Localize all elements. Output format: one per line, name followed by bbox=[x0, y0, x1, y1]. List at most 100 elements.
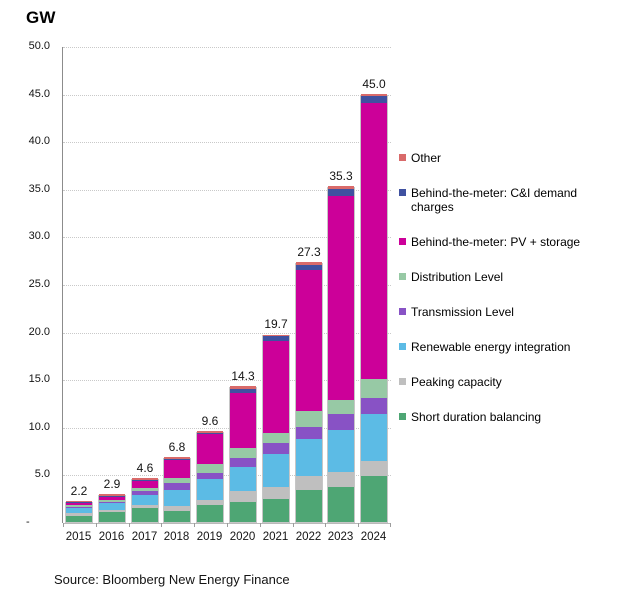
gridline-10 bbox=[63, 427, 391, 429]
segment-transmission-level bbox=[132, 490, 158, 496]
bar-total-label: 9.6 bbox=[201, 413, 219, 428]
segment-distribution-level bbox=[66, 504, 92, 507]
legend-label: Transmission Level bbox=[411, 305, 514, 319]
x-tick bbox=[129, 523, 130, 527]
legend-item-behind-the-meter-c-i-demand-charges: Behind-the-meter: C&I demand charges bbox=[399, 186, 614, 214]
gridline-35 bbox=[63, 189, 391, 191]
x-tick bbox=[96, 523, 97, 527]
bar-2018 bbox=[163, 457, 191, 523]
segment-distribution-level bbox=[99, 500, 125, 503]
x-axis: 2015 2016 2017 2018 2019 2020 2021 2022 2023 2024 bbox=[62, 531, 390, 547]
segment-other bbox=[66, 501, 92, 503]
segment-peaking-capacity bbox=[197, 500, 223, 505]
segment-renewable-energy-integration bbox=[361, 413, 387, 462]
legend-label: Behind-the-meter: C&I demand charges bbox=[411, 186, 578, 214]
y-tick-label: 15.0 bbox=[28, 373, 50, 386]
segment-other bbox=[132, 478, 158, 481]
y-tick-label: 50.0 bbox=[28, 40, 50, 52]
segment-behind-the-meter-pv-storage bbox=[132, 481, 158, 488]
segment-peaking-capacity bbox=[99, 509, 125, 513]
x-tick bbox=[358, 523, 359, 527]
bar-2020 bbox=[229, 385, 257, 523]
bar-2015 bbox=[65, 501, 93, 523]
legend-item-behind-the-meter-pv-storage: Behind-the-meter: PV + storage bbox=[399, 235, 614, 249]
segment-renewable-energy-integration bbox=[132, 495, 158, 505]
segment-distribution-level bbox=[263, 432, 289, 443]
segment-short-duration-balancing bbox=[361, 476, 387, 522]
gridline-25 bbox=[63, 285, 391, 286]
legend-swatch-icon bbox=[399, 154, 406, 161]
segment-distribution-level bbox=[132, 487, 158, 491]
segment-behind-the-meter-pv-storage bbox=[99, 496, 125, 501]
y-tick-zero: - bbox=[26, 516, 30, 528]
segment-peaking-capacity bbox=[328, 471, 354, 487]
legend-swatch-icon bbox=[399, 343, 406, 350]
legend-label: Peaking capacity bbox=[411, 375, 502, 389]
gridline-5 bbox=[63, 475, 391, 477]
bar-2024 bbox=[360, 93, 388, 523]
bar-2021 bbox=[262, 334, 290, 523]
x-tick bbox=[194, 523, 195, 527]
x-tick bbox=[227, 523, 228, 527]
segment-short-duration-balancing bbox=[230, 502, 256, 522]
segment-peaking-capacity bbox=[66, 513, 92, 517]
segment-behind-the-meter-pv-storage bbox=[361, 103, 387, 380]
segment-transmission-level bbox=[230, 458, 256, 467]
legend-item-peaking-capacity: Peaking capacity bbox=[399, 375, 614, 389]
legend-item-transmission-level: Transmission Level bbox=[399, 305, 614, 319]
segment-peaking-capacity bbox=[132, 504, 158, 508]
segment-transmission-level bbox=[99, 502, 125, 503]
x-tick bbox=[390, 523, 391, 527]
x-category-label: 2021 bbox=[262, 531, 289, 543]
segment-behind-the-meter-pv-storage bbox=[66, 502, 92, 505]
legend-label: Renewable energy integration bbox=[411, 340, 571, 354]
source-note: Source: Bloomberg New Energy Finance bbox=[54, 572, 290, 587]
segment-other bbox=[361, 93, 387, 96]
segment-short-duration-balancing bbox=[99, 512, 125, 522]
legend-swatch-icon bbox=[399, 378, 406, 385]
legend-label: Behind-the-meter: PV + storage bbox=[411, 235, 581, 249]
segment-transmission-level bbox=[197, 472, 223, 480]
x-category-label: 2019 bbox=[196, 531, 223, 543]
segment-renewable-energy-integration bbox=[296, 439, 322, 477]
segment-other bbox=[296, 262, 322, 266]
x-tick bbox=[63, 523, 64, 527]
segment-short-duration-balancing bbox=[197, 504, 223, 522]
segment-behind-the-meter-c-i-demand-charges bbox=[197, 432, 223, 435]
x-category-label: 2024 bbox=[360, 531, 387, 543]
bar-total-label: 2.9 bbox=[103, 477, 121, 492]
segment-peaking-capacity bbox=[296, 476, 322, 490]
segment-other bbox=[164, 457, 190, 460]
x-tick bbox=[293, 523, 294, 527]
legend-swatch-icon bbox=[399, 273, 406, 280]
segment-behind-the-meter-pv-storage bbox=[230, 392, 256, 448]
segment-other bbox=[263, 334, 289, 337]
x-category-label: 2020 bbox=[229, 531, 256, 543]
plot-area: 2.2 2.9 4.6 6.8 9.6 14.3 19.7 27.3 35.3 45.0 bbox=[62, 47, 391, 527]
segment-transmission-level bbox=[361, 398, 387, 414]
x-category-label: 2017 bbox=[131, 531, 158, 543]
legend-item-renewable-energy-integration: Renewable energy integration bbox=[399, 340, 614, 354]
bar-2017 bbox=[131, 478, 159, 523]
x-category-label: 2023 bbox=[327, 531, 354, 543]
segment-distribution-level bbox=[328, 400, 354, 415]
segment-behind-the-meter-c-i-demand-charges bbox=[164, 459, 190, 461]
segment-other bbox=[328, 186, 354, 189]
segment-peaking-capacity bbox=[164, 505, 190, 511]
bar-total-label: 14.3 bbox=[231, 368, 255, 383]
segment-other bbox=[230, 385, 256, 389]
segment-short-duration-balancing bbox=[164, 510, 190, 522]
legend-item-short-duration-balancing: Short duration balancing bbox=[399, 410, 614, 424]
segment-distribution-level bbox=[164, 478, 190, 483]
bar-total-label: 6.8 bbox=[168, 440, 186, 455]
segment-behind-the-meter-c-i-demand-charges bbox=[296, 265, 322, 270]
y-tick-label: 40.0 bbox=[28, 135, 50, 148]
segment-short-duration-balancing bbox=[296, 489, 322, 522]
segment-distribution-level bbox=[197, 463, 223, 473]
bar-total-label: 27.3 bbox=[297, 245, 321, 260]
segment-short-duration-balancing bbox=[328, 486, 354, 522]
legend-item-other: Other bbox=[399, 151, 614, 165]
x-category-label: 2022 bbox=[295, 531, 322, 543]
x-tick bbox=[325, 523, 326, 527]
